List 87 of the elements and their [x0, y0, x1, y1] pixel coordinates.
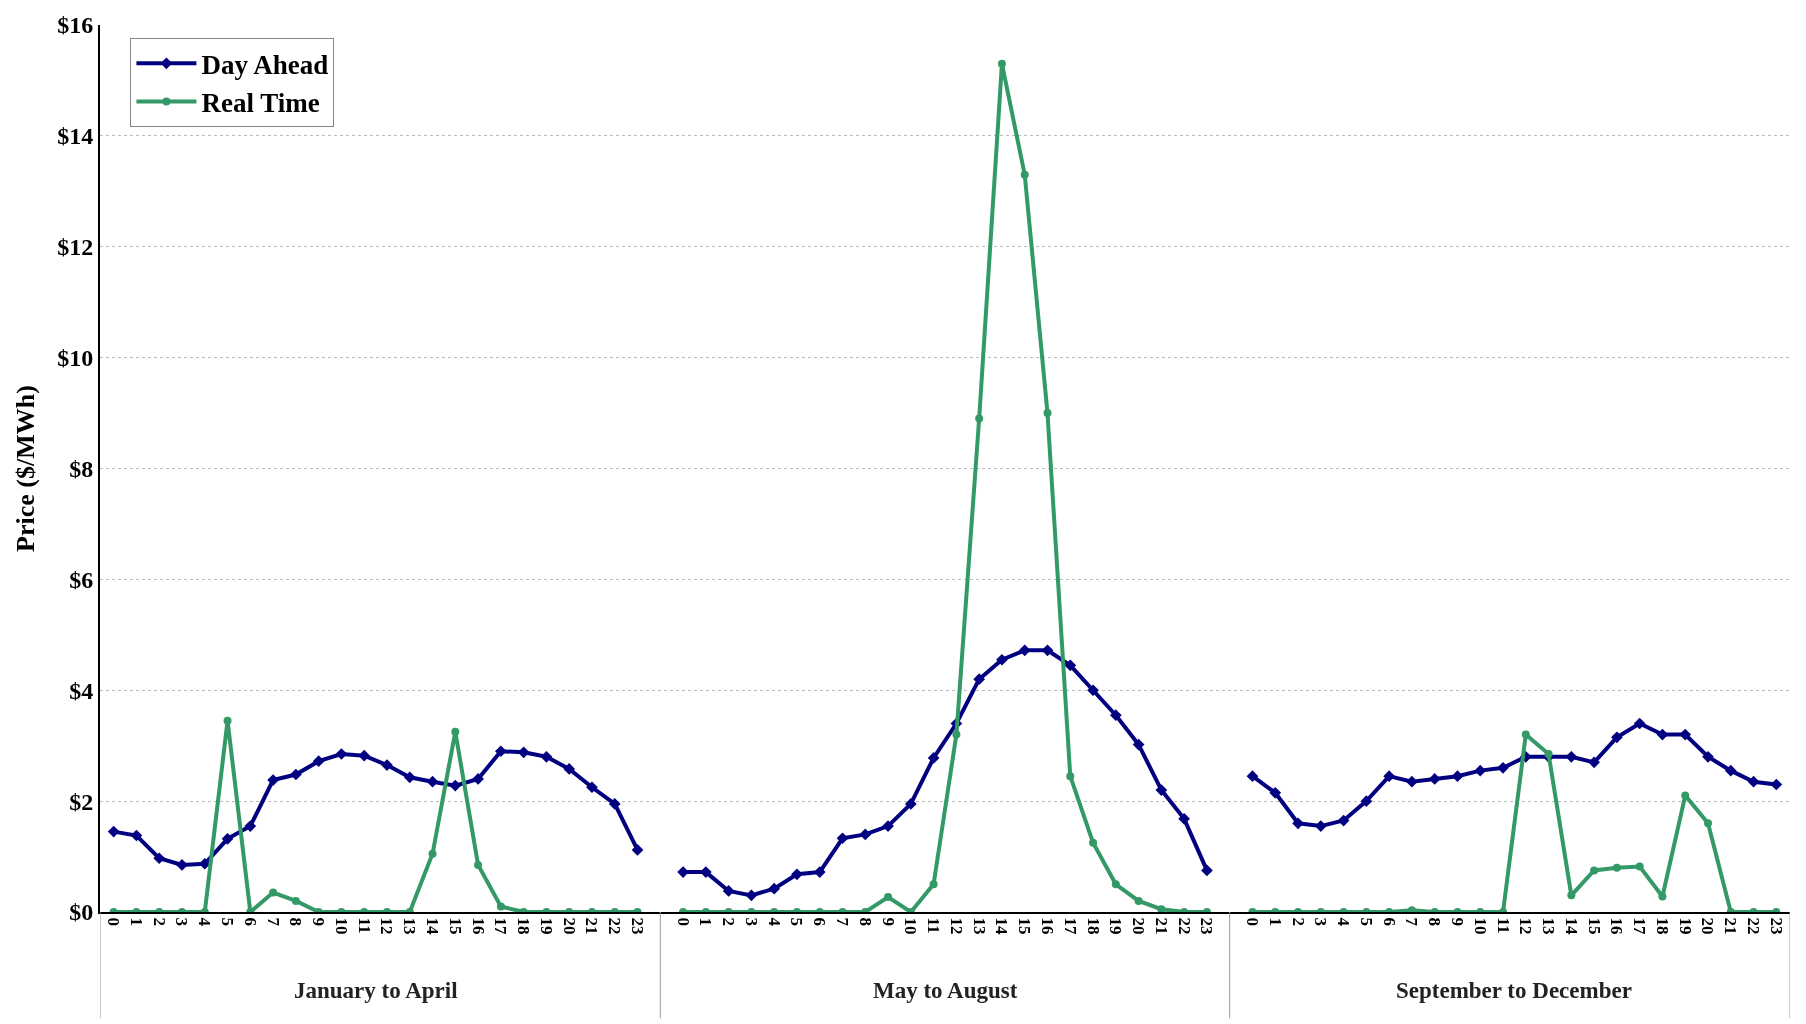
x-tick-label: 6 [240, 917, 260, 926]
x-tick-label: 16 [1037, 917, 1057, 935]
y-tick-label: $6 [69, 566, 94, 593]
x-tick-label: 1 [126, 917, 146, 926]
y-tick-label: $4 [69, 677, 94, 704]
y-tick-label: $2 [69, 788, 94, 815]
x-tick-label: 20 [559, 917, 579, 935]
x-tick-label: 4 [195, 917, 215, 927]
x-tick-label: 14 [992, 917, 1012, 935]
x-tick-label: 9 [1447, 917, 1467, 926]
x-tick-label: 8 [286, 917, 306, 926]
y-tick-label: $14 [57, 123, 94, 150]
x-tick-label: 22 [1744, 917, 1764, 935]
x-tick-label: 6 [1379, 917, 1399, 926]
x-tick-label: 7 [832, 917, 852, 927]
x-tick-label: 18 [514, 917, 534, 935]
x-tick-label: 6 [810, 917, 830, 926]
x-tick-label: 4 [764, 917, 784, 927]
text: January to April [294, 978, 458, 1003]
x-tick-label: 15 [1584, 917, 1604, 935]
x-tick-label: 7 [263, 917, 283, 927]
x-tick-label: 12 [1516, 917, 1536, 935]
x-tick-label: 15 [1015, 917, 1035, 935]
x-tick-label: 5 [218, 917, 238, 926]
x-tick-label: 11 [1493, 917, 1513, 934]
x-tick-label: 21 [1151, 917, 1171, 935]
x-tick-label: 13 [969, 917, 989, 935]
x-tick-label: 19 [536, 917, 556, 935]
x-tick-label: 5 [787, 917, 807, 926]
x-tick-label: 12 [377, 917, 397, 935]
y-tick-label: $16 [57, 12, 94, 39]
text: May to August [873, 978, 1018, 1003]
y-tick-label: $8 [69, 455, 94, 482]
x-tick-label: 1 [1265, 917, 1285, 926]
x-tick-label: 0 [104, 917, 124, 926]
x-tick-label: 0 [1242, 917, 1262, 926]
x-tick-label: 10 [331, 917, 351, 935]
x-tick-label: 5 [1356, 917, 1376, 926]
x-tick-label: 0 [673, 917, 693, 926]
x-tick-label: 18 [1652, 917, 1672, 935]
x-tick-label: 19 [1675, 917, 1695, 935]
x-tick-label: 14 [423, 917, 443, 935]
x-tick-label: 18 [1083, 917, 1103, 935]
legend-label: Real Time [201, 87, 320, 118]
x-tick-label: 3 [172, 917, 192, 926]
x-tick-label: 17 [491, 917, 511, 935]
text: September to December [1396, 978, 1632, 1003]
x-tick-label: 21 [582, 917, 602, 935]
y-tick-label: $12 [57, 234, 94, 261]
x-tick-label: 14 [1561, 917, 1581, 935]
x-tick-label: 10 [1470, 917, 1490, 935]
x-tick-label: 11 [924, 917, 944, 934]
y-axis-title: Price ($/MWh) [11, 385, 41, 552]
x-tick-label: 13 [400, 917, 420, 935]
x-tick-label: 21 [1721, 917, 1741, 935]
x-tick-label: 22 [1174, 917, 1194, 935]
x-tick-label: 10 [901, 917, 921, 935]
legend-label: Day Ahead [201, 49, 329, 80]
x-tick-label: 17 [1060, 917, 1080, 935]
x-tick-label: 4 [1334, 917, 1354, 927]
x-tick-label: 16 [1607, 917, 1627, 935]
x-tick-label: 20 [1698, 917, 1718, 935]
x-tick-label: 15 [445, 917, 465, 935]
x-tick-label: 2 [719, 917, 739, 926]
x-tick-label: 19 [1106, 917, 1126, 935]
x-tick-label: 23 [1197, 917, 1217, 935]
x-tick-label: 23 [627, 917, 647, 935]
x-tick-label: 13 [1539, 917, 1559, 935]
x-tick-label: 1 [696, 917, 716, 926]
x-tick-label: 12 [946, 917, 966, 935]
x-tick-label: 17 [1630, 917, 1650, 935]
x-tick-label: 9 [309, 917, 329, 926]
x-tick-label: 8 [855, 917, 875, 926]
x-tick-label: 2 [1288, 917, 1308, 926]
x-tick-label: 3 [1311, 917, 1331, 926]
x-tick-label: 22 [605, 917, 625, 935]
y-tick-label: $10 [57, 345, 94, 372]
y-tick-label: $0 [69, 899, 94, 926]
x-tick-label: 3 [741, 917, 761, 926]
x-tick-label: 2 [149, 917, 169, 926]
x-tick-label: 11 [354, 917, 374, 934]
x-tick-label: 16 [468, 917, 488, 935]
x-tick-label: 8 [1425, 917, 1445, 926]
x-tick-label: 9 [878, 917, 898, 926]
x-tick-label: 20 [1129, 917, 1149, 935]
x-tick-label: 23 [1766, 917, 1786, 935]
x-tick-label: 7 [1402, 917, 1422, 927]
